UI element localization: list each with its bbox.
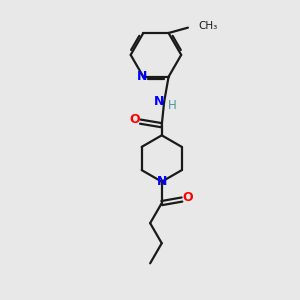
Text: N: N — [136, 70, 147, 83]
Text: N: N — [157, 176, 167, 188]
Text: H: H — [168, 99, 177, 112]
Text: O: O — [182, 191, 193, 204]
Text: CH₃: CH₃ — [198, 21, 218, 31]
Text: N: N — [154, 95, 164, 108]
Text: O: O — [130, 113, 140, 126]
